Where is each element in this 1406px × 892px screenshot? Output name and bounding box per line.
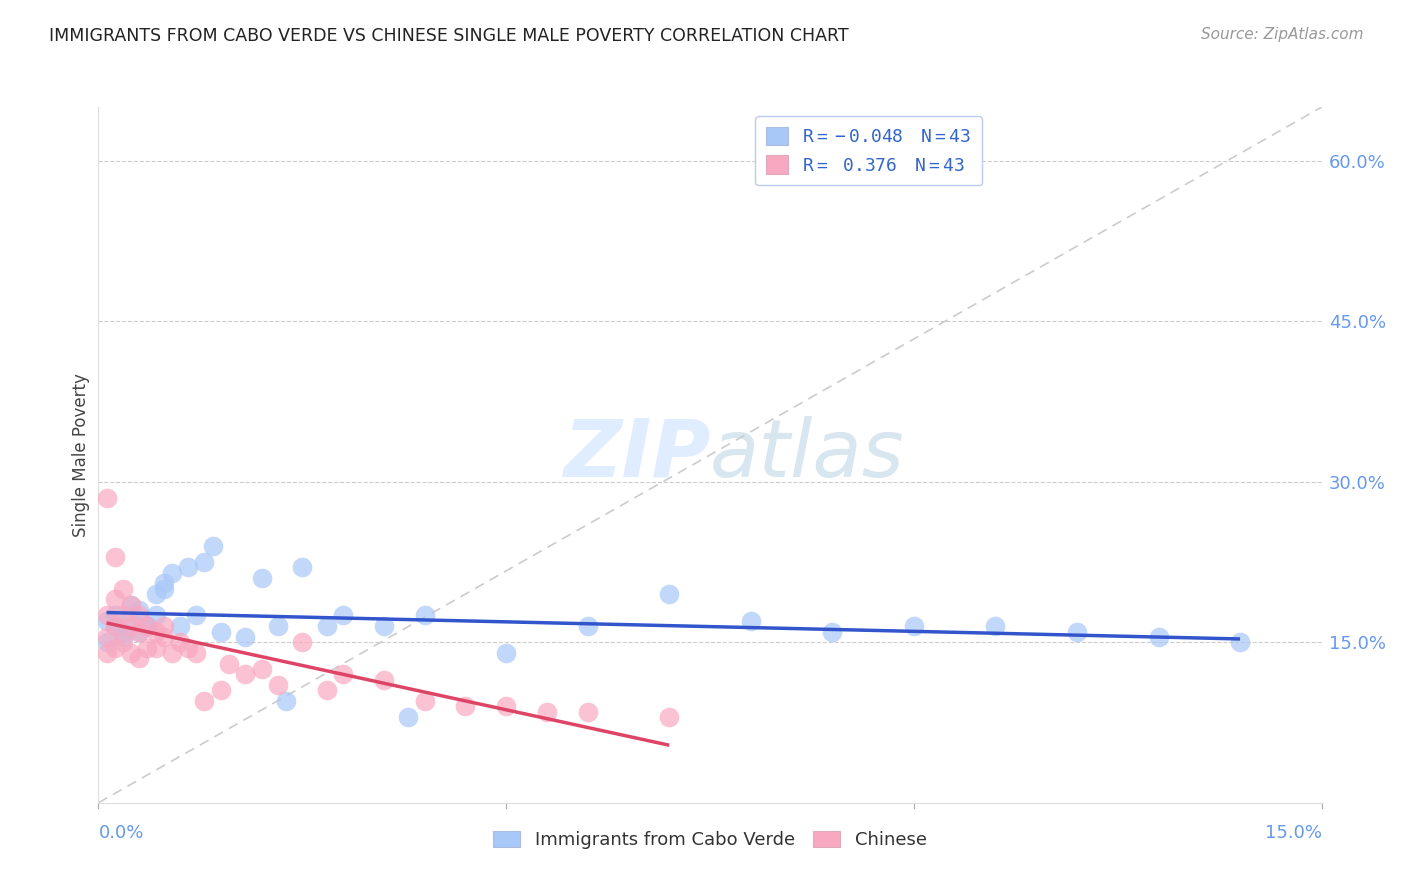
Point bbox=[111, 624, 134, 639]
Point bbox=[160, 566, 183, 580]
Point bbox=[315, 619, 337, 633]
Point bbox=[128, 608, 150, 623]
Point bbox=[136, 619, 159, 633]
Point bbox=[495, 646, 517, 660]
Point bbox=[274, 694, 297, 708]
Point bbox=[291, 635, 314, 649]
Point bbox=[145, 587, 167, 601]
Point bbox=[177, 560, 200, 574]
Point bbox=[96, 646, 118, 660]
Point bbox=[373, 619, 395, 633]
Point bbox=[201, 539, 224, 553]
Point bbox=[536, 705, 558, 719]
Text: atlas: atlas bbox=[710, 416, 905, 494]
Point bbox=[186, 608, 208, 623]
Point bbox=[120, 598, 142, 612]
Y-axis label: Single Male Poverty: Single Male Poverty bbox=[72, 373, 90, 537]
Point bbox=[96, 491, 118, 505]
Point bbox=[576, 705, 599, 719]
Text: 0.0%: 0.0% bbox=[98, 823, 143, 842]
Point bbox=[128, 651, 150, 665]
Point bbox=[152, 576, 174, 591]
Point bbox=[984, 619, 1007, 633]
Point bbox=[267, 619, 290, 633]
Point bbox=[136, 619, 159, 633]
Point bbox=[104, 619, 127, 633]
Point bbox=[233, 667, 256, 681]
Point bbox=[104, 592, 127, 607]
Point bbox=[454, 699, 477, 714]
Point bbox=[413, 608, 436, 623]
Point bbox=[373, 673, 395, 687]
Point bbox=[111, 630, 134, 644]
Point bbox=[291, 560, 314, 574]
Point bbox=[160, 646, 183, 660]
Point bbox=[250, 662, 273, 676]
Point bbox=[120, 619, 142, 633]
Point bbox=[1066, 624, 1088, 639]
Point bbox=[96, 614, 118, 628]
Point bbox=[104, 549, 127, 564]
Point bbox=[128, 603, 150, 617]
Legend: Immigrants from Cabo Verde, Chinese: Immigrants from Cabo Verde, Chinese bbox=[486, 823, 934, 856]
Point bbox=[186, 646, 208, 660]
Point bbox=[111, 582, 134, 596]
Point bbox=[169, 635, 191, 649]
Text: ZIP: ZIP bbox=[562, 416, 710, 494]
Point bbox=[104, 640, 127, 655]
Point bbox=[111, 635, 134, 649]
Point bbox=[193, 555, 215, 569]
Point bbox=[136, 619, 159, 633]
Point bbox=[152, 619, 174, 633]
Point bbox=[413, 694, 436, 708]
Point bbox=[209, 624, 232, 639]
Text: IMMIGRANTS FROM CABO VERDE VS CHINESE SINGLE MALE POVERTY CORRELATION CHART: IMMIGRANTS FROM CABO VERDE VS CHINESE SI… bbox=[49, 27, 849, 45]
Point bbox=[104, 608, 127, 623]
Point bbox=[396, 710, 419, 724]
Point bbox=[96, 635, 118, 649]
Point bbox=[145, 640, 167, 655]
Point bbox=[120, 646, 142, 660]
Point bbox=[495, 699, 517, 714]
Point bbox=[903, 619, 925, 633]
Point bbox=[658, 710, 681, 724]
Text: Source: ZipAtlas.com: Source: ZipAtlas.com bbox=[1201, 27, 1364, 42]
Point bbox=[145, 624, 167, 639]
Point bbox=[218, 657, 240, 671]
Point bbox=[152, 582, 174, 596]
Point bbox=[152, 630, 174, 644]
Point bbox=[332, 608, 354, 623]
Point bbox=[128, 624, 150, 639]
Point bbox=[120, 598, 142, 612]
Point bbox=[315, 683, 337, 698]
Point bbox=[821, 624, 844, 639]
Point bbox=[233, 630, 256, 644]
Point bbox=[267, 678, 290, 692]
Point bbox=[145, 608, 167, 623]
Point bbox=[1229, 635, 1251, 649]
Point bbox=[136, 640, 159, 655]
Point bbox=[128, 624, 150, 639]
Point bbox=[120, 614, 142, 628]
Point bbox=[250, 571, 273, 585]
Point bbox=[576, 619, 599, 633]
Point bbox=[96, 608, 118, 623]
Point bbox=[96, 630, 118, 644]
Point bbox=[1147, 630, 1170, 644]
Point bbox=[658, 587, 681, 601]
Point bbox=[332, 667, 354, 681]
Point bbox=[740, 614, 762, 628]
Point bbox=[177, 640, 200, 655]
Text: 15.0%: 15.0% bbox=[1264, 823, 1322, 842]
Point bbox=[209, 683, 232, 698]
Point bbox=[104, 619, 127, 633]
Point bbox=[169, 619, 191, 633]
Point bbox=[111, 608, 134, 623]
Point bbox=[193, 694, 215, 708]
